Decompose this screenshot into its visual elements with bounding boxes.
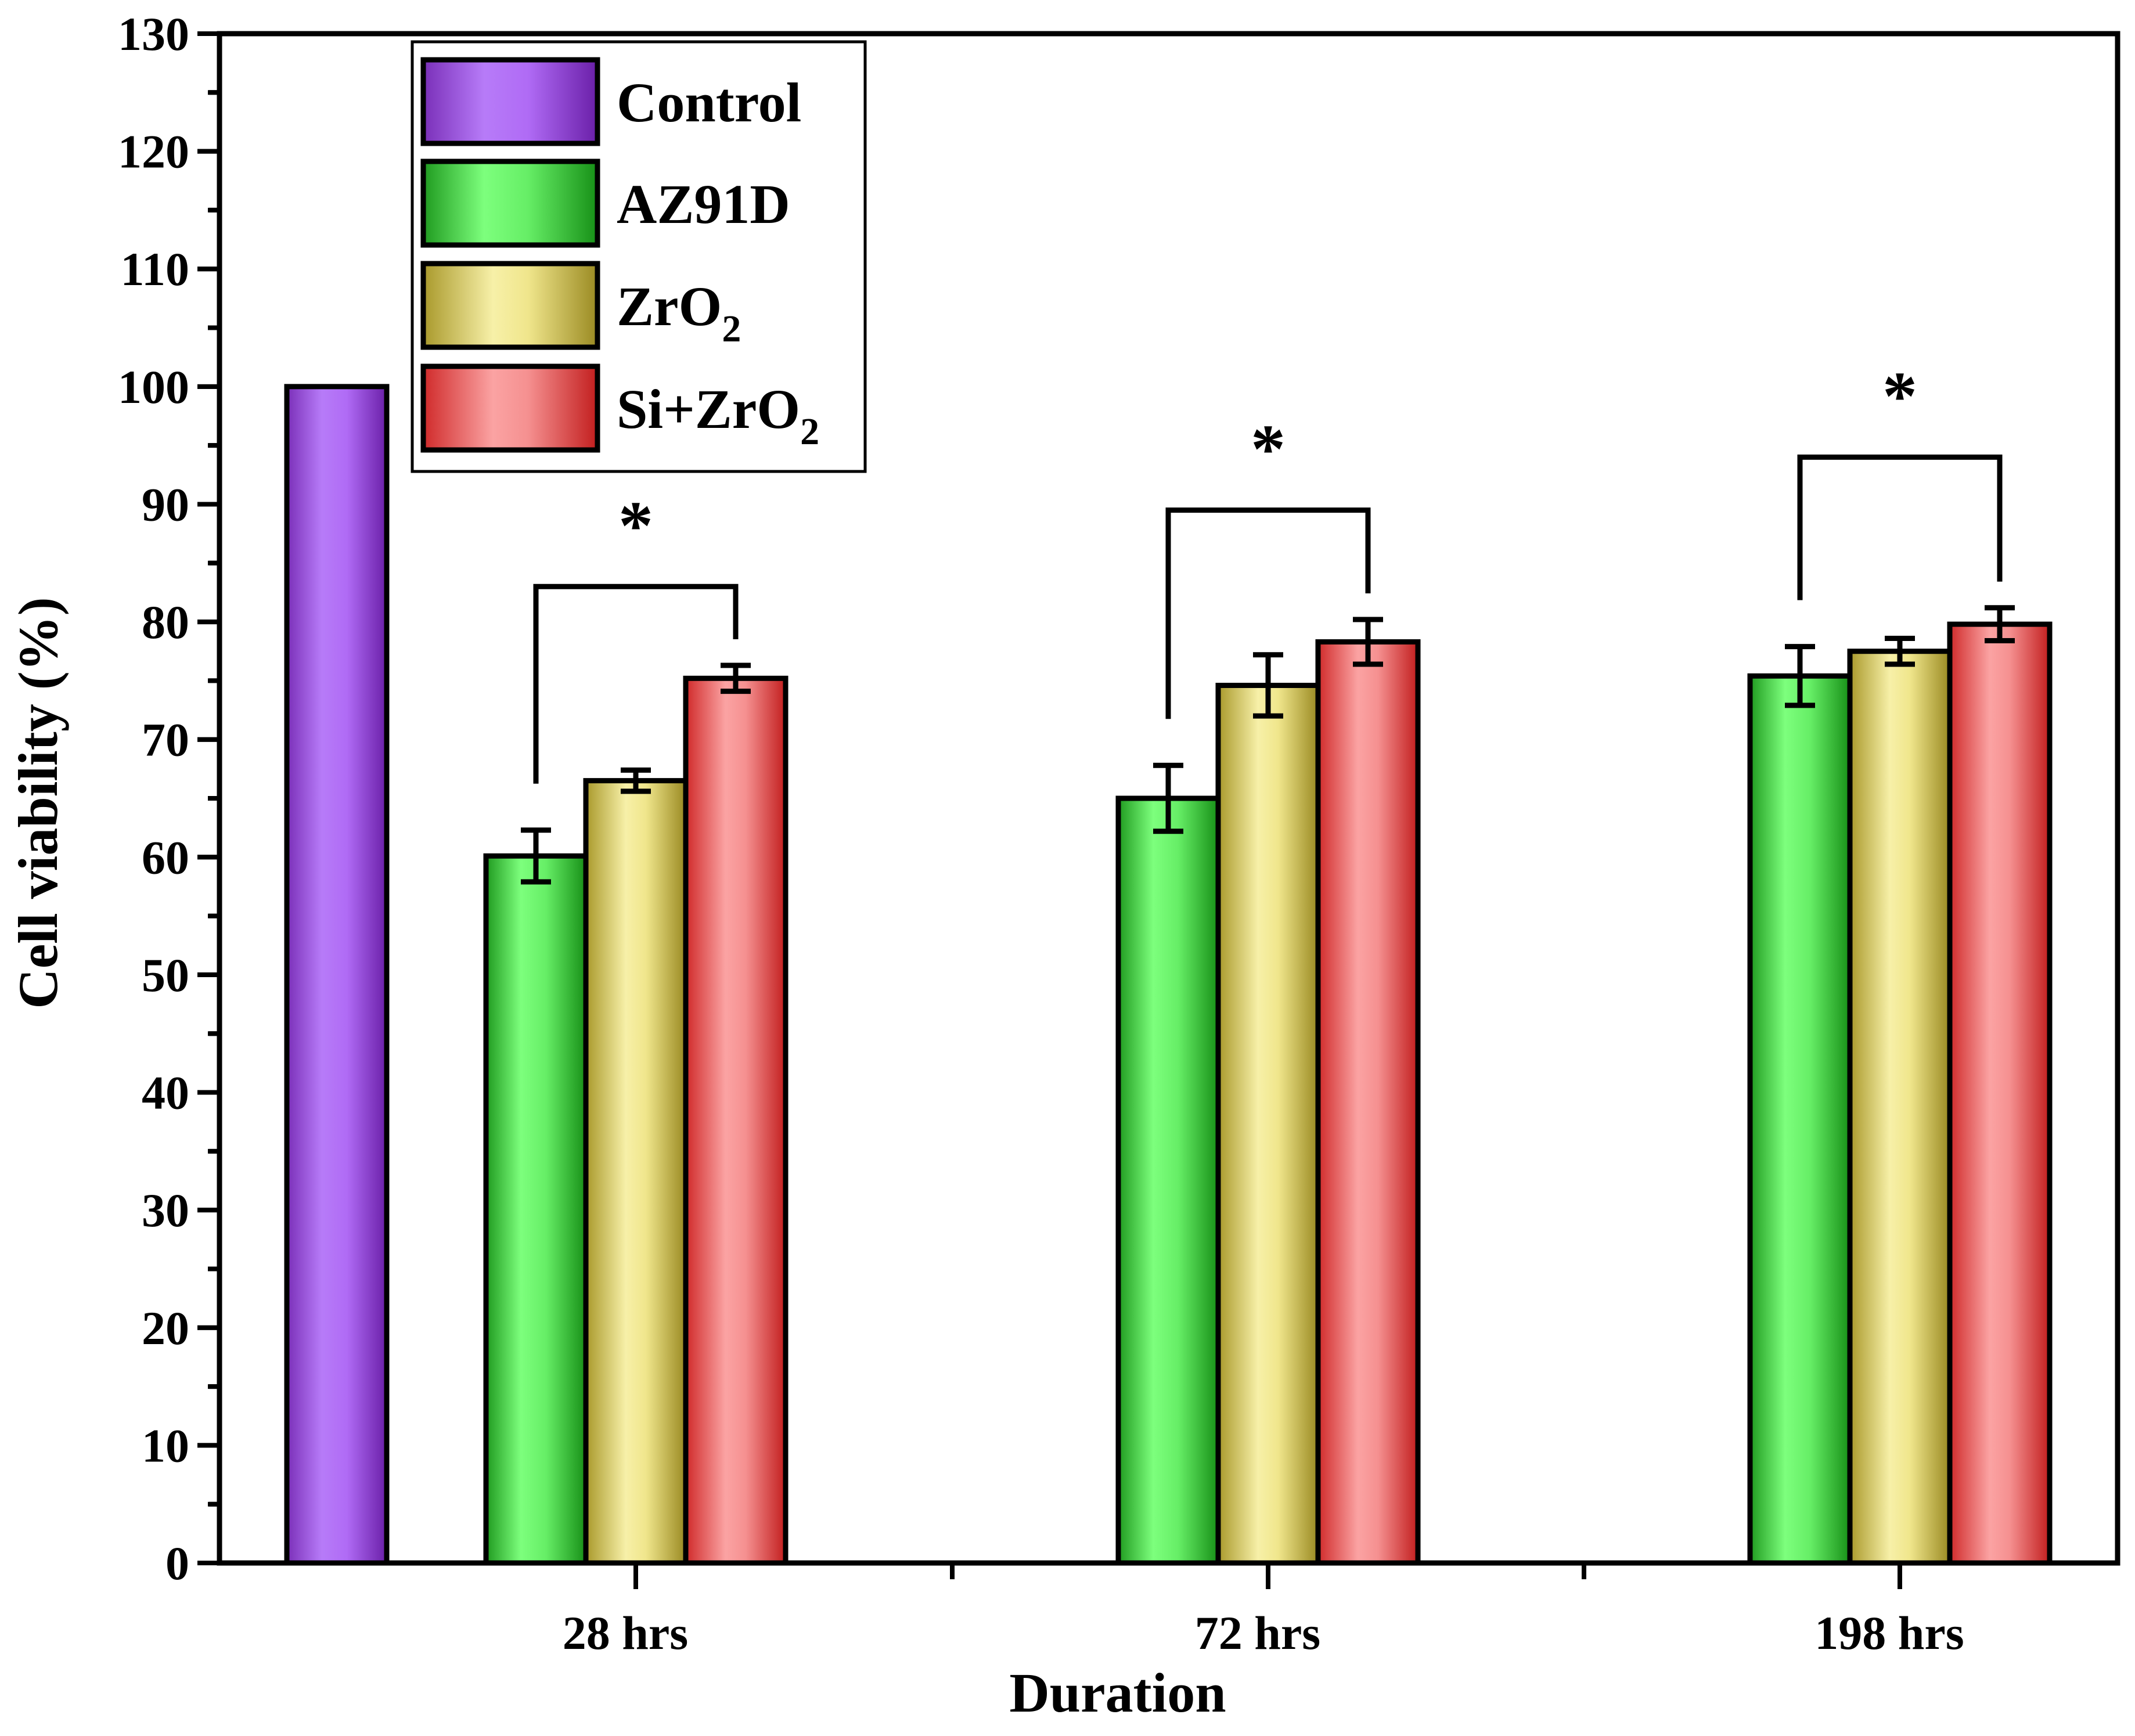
significance-bracket-2 [1797,454,2003,600]
bar-zro2-0 [583,778,689,1566]
y-tick-label: 130 [118,8,189,60]
y-tick-label: 30 [142,1184,189,1237]
y-tick-label: 80 [142,596,189,649]
bar-sizro2-1 [1315,639,1421,1566]
x-axis-label: Duration [1009,1662,1226,1724]
significance-star-0: * [618,487,653,564]
error-bar-zro2-1 [1253,652,1283,719]
legend-label: Si+ZrO2 [617,378,819,453]
legend: Control AZ91D ZrO2 Si+ZrO2 [411,40,867,473]
error-bar-zro2-2 [1885,635,1915,667]
legend-swatch-az91d [420,159,600,248]
legend-label: AZ91D [617,173,790,235]
y-tick-label: 120 [118,125,189,178]
significance-star-2: * [1882,357,1917,434]
error-bar-az91d-2 [1785,644,1815,708]
significance-layer: * * * [533,357,2003,784]
y-tick-label: 70 [142,714,189,766]
bar-az91d-0 [483,853,589,1566]
y-axis-label: Cell viability (%) [7,597,69,1009]
y-tick-label: 50 [142,949,189,1002]
x-tick-label: 198 hrs [1814,1607,1964,1659]
legend-swatch-sizro2 [420,363,600,453]
error-bar-az91d-0 [521,827,551,885]
legend-label: Control [617,71,801,134]
y-tick-label: 110 [121,243,189,296]
error-bar-zro2-0 [621,767,651,794]
y-tick-label: 90 [142,478,189,531]
bar-zro2-2 [1847,649,1953,1566]
error-bar-sizro2-0 [721,662,751,694]
bar-az91d-1 [1115,795,1221,1566]
x-tick-label: 72 hrs [1195,1607,1320,1659]
bar-sizro2-0 [683,675,789,1566]
bar-az91d-2 [1747,673,1853,1566]
significance-star-1: * [1251,410,1286,488]
error-bar-sizro2-1 [1353,617,1383,667]
y-tick-label: 20 [142,1302,189,1355]
error-bar-sizro2-2 [1985,605,2015,643]
y-tick-label: 10 [142,1419,189,1472]
y-tick-label: 100 [118,361,189,413]
legend-swatch-control [420,57,600,146]
significance-bracket-0 [533,584,739,784]
significance-bracket-1 [1165,507,1371,719]
error-bar-az91d-1 [1153,762,1183,834]
x-tick-label: 28 hrs [563,1607,688,1659]
legend-swatch-zro2 [420,261,600,350]
bar-control [284,384,390,1566]
axes-layer: 0 10 20 30 40 50 60 70 80 90 100 110 120 130 28 hrs 72 … [118,8,2120,1659]
y-tick-label: 60 [142,831,189,884]
bar-sizro2-2 [1947,621,2053,1566]
bar-zro2-1 [1215,682,1321,1566]
y-tick-label: 40 [142,1067,189,1119]
legend-label: ZrO2 [617,275,741,350]
error-bars-layer [521,605,2015,885]
y-tick-label: 0 [165,1537,189,1590]
